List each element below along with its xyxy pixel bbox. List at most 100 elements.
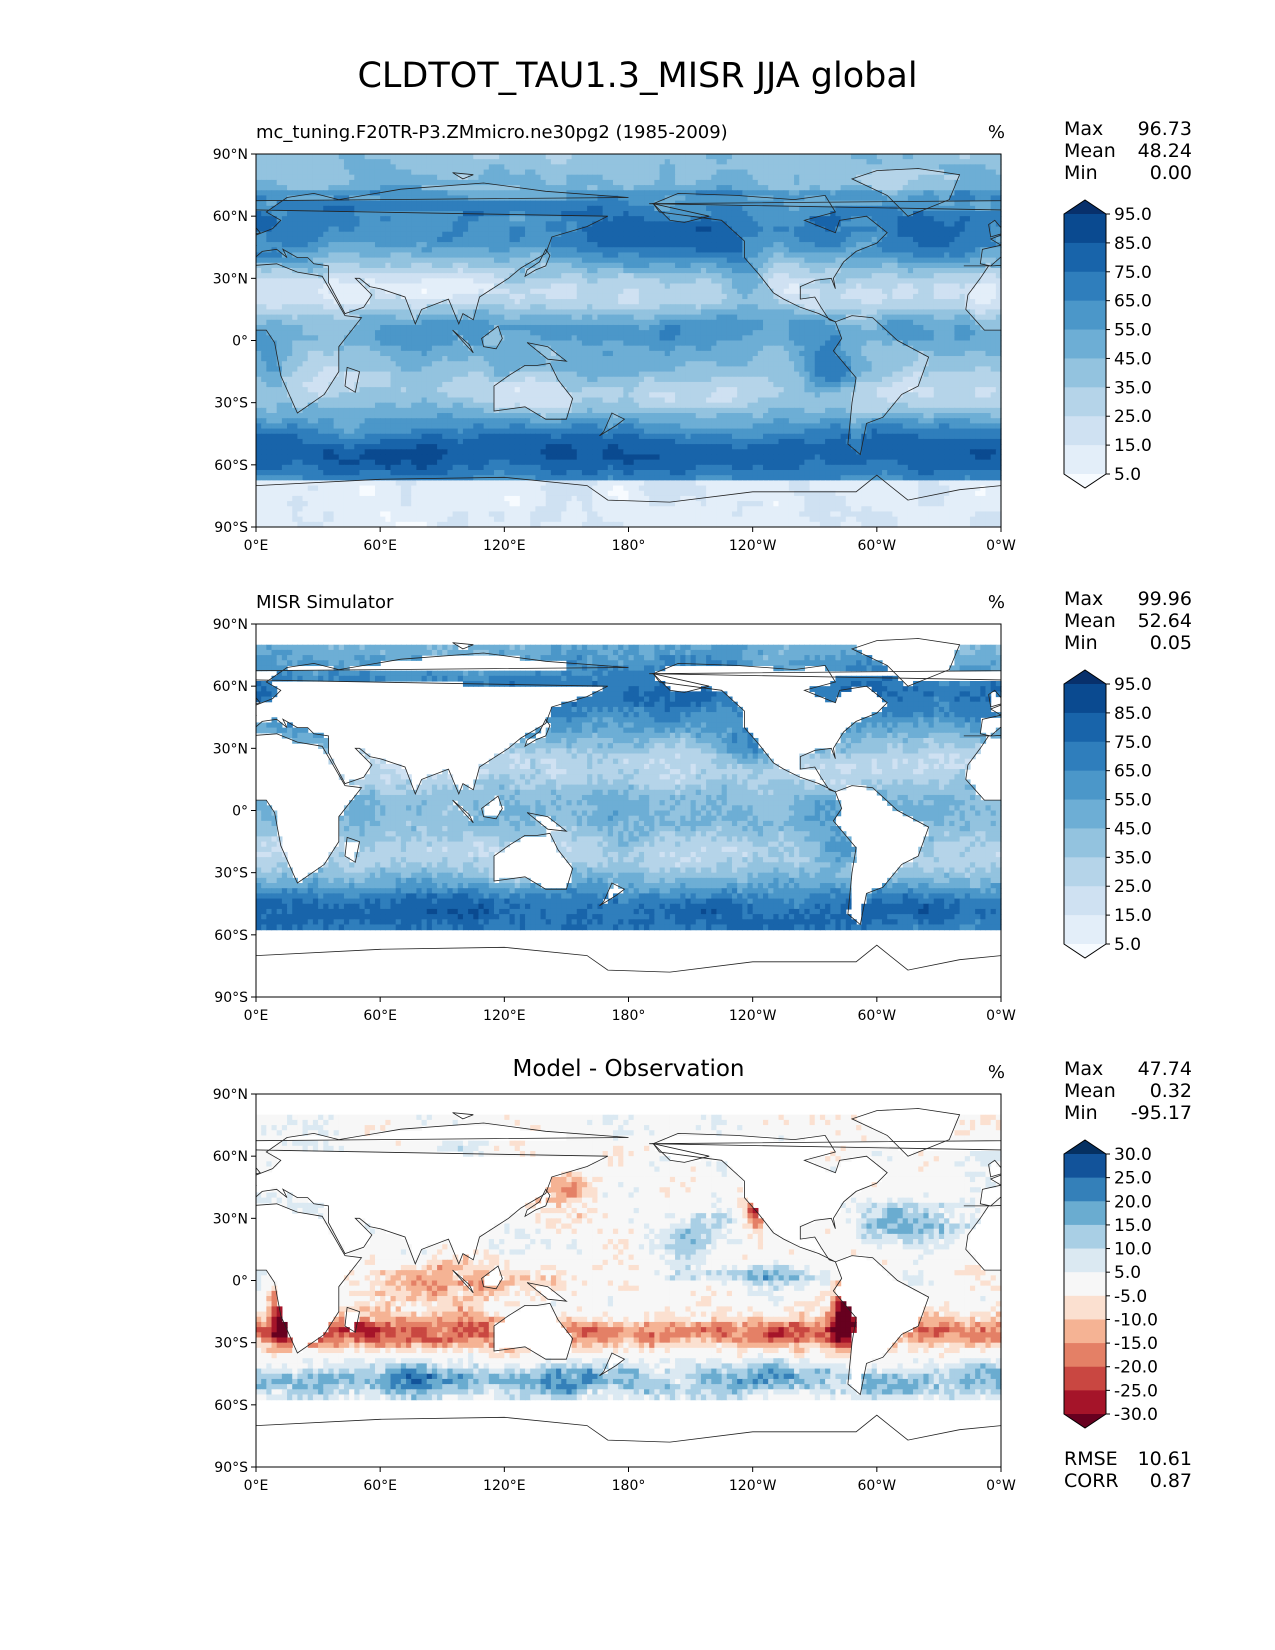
field-cell [980,324,987,331]
field-cell [602,185,609,191]
field-cell [783,283,790,290]
field-cell [421,293,428,300]
field-cell [576,330,583,336]
field-cell [944,299,950,305]
field-cell [493,314,500,321]
field-cell [675,226,681,233]
field-cell [669,319,676,326]
field-cell [675,195,681,202]
field-cell [794,242,800,248]
field-cell [457,216,464,222]
field-cell [359,231,366,238]
field-cell [944,319,950,326]
field-cell [468,309,474,316]
field-cell [400,174,407,181]
field-cell [706,195,712,202]
field-cell [292,283,298,290]
field-cell [612,293,619,300]
field-cell [938,293,945,300]
field-cell [473,159,480,165]
field-cell [333,262,340,269]
field-cell [876,273,883,279]
field-cell [457,299,464,305]
field-cell [447,154,454,160]
field-cell [550,242,557,248]
field-cell [825,174,831,181]
field-cell [602,159,609,165]
field-cell [323,319,330,326]
field-cell [788,210,795,217]
field-cell [737,309,743,316]
field-cell [602,273,609,279]
field-cell [913,324,919,331]
field-cell [525,273,531,279]
field-cell [607,236,614,243]
field-cell [633,216,640,222]
field-cell [442,257,449,264]
field-cell [406,174,412,181]
field-cell [587,319,593,326]
field-cell [602,293,609,300]
field-cell [923,309,930,316]
field-cell [380,273,386,279]
field-cell [406,324,412,331]
field-cell [933,242,940,248]
field-cell [819,262,826,269]
field-cell [509,304,516,311]
field-cell [633,247,640,254]
field-cell [949,252,956,259]
field-cell [623,221,630,228]
field-cell [918,159,924,165]
field-cell [902,164,909,171]
field-cell [794,190,800,197]
field-cell [975,226,981,233]
field-cell [607,314,614,321]
field-cell [385,216,392,222]
field-cell [654,174,661,181]
field-cell [343,221,350,228]
field-cell [918,216,924,222]
field-cell [938,299,945,305]
field-cell [281,283,288,290]
field-cell [447,267,454,274]
field-cell [431,324,438,331]
field-cell [354,324,361,331]
field-cell [504,283,511,290]
field-cell [256,299,262,305]
field-cell [566,179,573,186]
field-cell [757,195,764,202]
field-cell [731,195,738,202]
field-cell [664,309,671,316]
field-cell [266,293,273,300]
field-cell [913,185,919,191]
field-cell [281,304,288,311]
field-cell [711,252,718,259]
stat-label: Min [1064,162,1098,184]
field-cell [488,283,495,290]
field-cell [669,257,676,264]
field-cell [969,288,976,295]
field-cell [519,247,526,254]
field-cell [442,283,449,290]
field-cell [359,179,366,186]
field-cell [587,304,593,311]
field-cell [499,231,505,238]
field-cell [644,169,650,176]
field-cell [742,278,749,285]
field-cell [783,309,790,316]
field-cell [592,154,599,160]
field-cell [835,278,842,285]
field-cell [478,257,485,264]
field-cell [845,159,852,165]
field-cell [830,252,837,259]
field-cell [400,330,407,336]
field-cell [374,231,381,238]
field-cell [354,174,361,181]
field-cell [856,283,862,290]
field-cell [395,231,402,238]
field-cell [256,288,262,295]
field-cell [680,319,687,326]
field-cell [788,236,795,243]
field-cell [706,231,712,238]
field-cell [794,278,800,285]
